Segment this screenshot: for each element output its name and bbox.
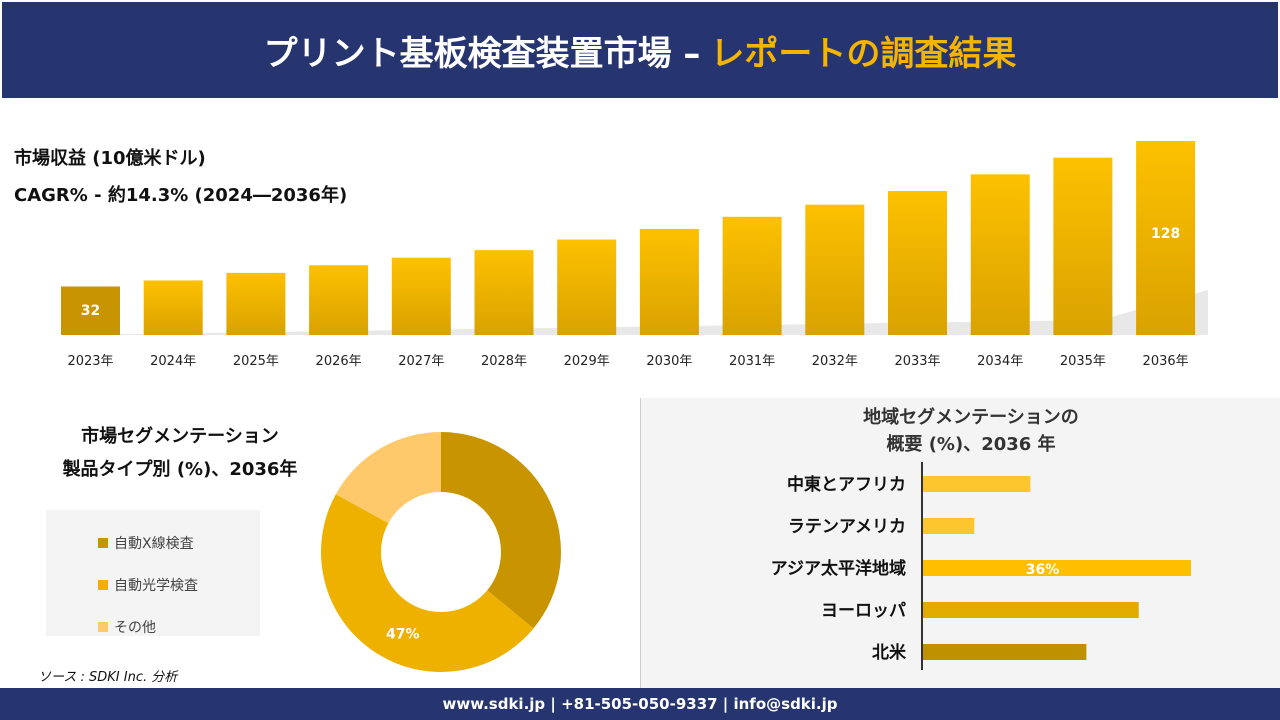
year-tick-label: 2025年	[233, 354, 279, 369]
revenue-bar	[722, 216, 782, 335]
region-bar	[922, 560, 1191, 576]
legend-swatch	[98, 538, 108, 548]
legend-label: その他	[114, 620, 156, 636]
revenue-bar	[1136, 141, 1196, 335]
donut-slice	[335, 432, 441, 524]
legend-item: その他	[98, 606, 260, 648]
region-label: ヨーロッパ	[821, 601, 906, 621]
revenue-bar	[143, 280, 203, 335]
slice-data-label: 47%	[386, 627, 420, 643]
region-bar	[922, 602, 1139, 618]
bar-data-label: 32	[81, 303, 100, 319]
region-segment-panel: 地域セグメンテーションの 概要 (%)、2036 年 中東とアフリカ ラテンアメリ…	[640, 398, 1280, 688]
region-bar	[922, 644, 1087, 660]
year-tick-label: 2026年	[316, 354, 362, 369]
year-tick-label: 2028年	[481, 354, 527, 369]
bar-data-label: 128	[1151, 226, 1180, 242]
revenue-bar	[1053, 157, 1113, 335]
region-label: アジア太平洋地域	[771, 558, 906, 579]
revenue-label: 市場収益 (10億米ドル)	[14, 148, 206, 169]
source-note: ソース : SDKI Inc. 分析	[38, 670, 178, 685]
title-line: 地域セグメンテーションの	[863, 407, 1079, 428]
year-tick-label: 2029年	[564, 354, 610, 369]
year-tick-label: 2034年	[977, 354, 1023, 369]
legend-item: 自動光学検査	[98, 564, 260, 606]
product-segment-title: 市場セグメンテーション 製品タイプ別 (%)、2036年	[30, 420, 330, 486]
year-tick-label: 2035年	[1060, 354, 1106, 369]
revenue-bar	[557, 239, 617, 335]
revenue-info: 市場収益 (10億米ドル) CAGR% - 約14.3% (2024―2036年…	[14, 140, 347, 214]
product-segment-panel: 市場セグメンテーション 製品タイプ別 (%)、2036年 自動X線検査 自動光学…	[0, 398, 640, 688]
header: プリント基板検査装置市場 – レポートの調査結果	[0, 0, 1280, 100]
title-line: 製品タイプ別 (%)、2036年	[62, 459, 298, 480]
legend-swatch	[98, 580, 108, 590]
year-tick-label: 2033年	[894, 354, 940, 369]
region-label: 北米	[872, 642, 907, 663]
donut-chart: 47%	[320, 432, 562, 673]
revenue-bar	[805, 204, 865, 335]
region-bar	[922, 518, 975, 534]
revenue-bar	[309, 265, 369, 335]
legend-label: 自動X線検査	[114, 536, 194, 552]
legend-item: 自動X線検査	[98, 522, 260, 564]
region-data-label: 36%	[1026, 562, 1060, 578]
title-line: 概要 (%)、2036 年	[886, 434, 1056, 455]
revenue-bar	[391, 257, 451, 335]
cagr-label: CAGR% - 約14.3% (2024―2036年)	[14, 185, 348, 206]
year-tick-label: 2030年	[646, 354, 692, 369]
footer-contact: www.sdki.jp | +81-505-050-9337 | info@sd…	[0, 688, 1280, 720]
legend-swatch	[98, 622, 108, 632]
revenue-bar	[226, 272, 286, 335]
year-tick-label: 2024年	[150, 354, 196, 369]
year-tick-label: 2036年	[1143, 354, 1189, 369]
legend: 自動X線検査 自動光学検査 その他	[46, 510, 260, 636]
region-label: ラテンアメリカ	[788, 517, 906, 537]
region-label: 中東とアフリカ	[787, 474, 906, 495]
year-tick-label: 2027年	[398, 354, 444, 369]
revenue-bar-chart: 2023年 32 2024年 2025年 2026年 2027年 2028年 2029年 203…	[61, 141, 1208, 369]
legend-label: 自動光学検査	[114, 578, 198, 594]
donut-slice	[320, 494, 534, 673]
year-tick-label: 2023年	[67, 354, 113, 369]
revenue-bar	[888, 191, 947, 335]
region-bar	[922, 476, 1031, 492]
revenue-bar	[474, 250, 534, 335]
revenue-bar	[970, 174, 1030, 335]
revenue-bar	[61, 286, 120, 335]
title-accent: レポートの調査結果	[710, 33, 1017, 74]
title-main: プリント基板検査装置市場 –	[263, 33, 701, 74]
revenue-bar	[639, 228, 699, 335]
title-line: 市場セグメンテーション	[81, 426, 279, 447]
year-tick-label: 2031年	[729, 354, 775, 369]
donut-slice	[441, 432, 562, 629]
year-tick-label: 2032年	[812, 354, 858, 369]
region-segment-title: 地域セグメンテーションの 概要 (%)、2036 年	[771, 404, 1171, 458]
